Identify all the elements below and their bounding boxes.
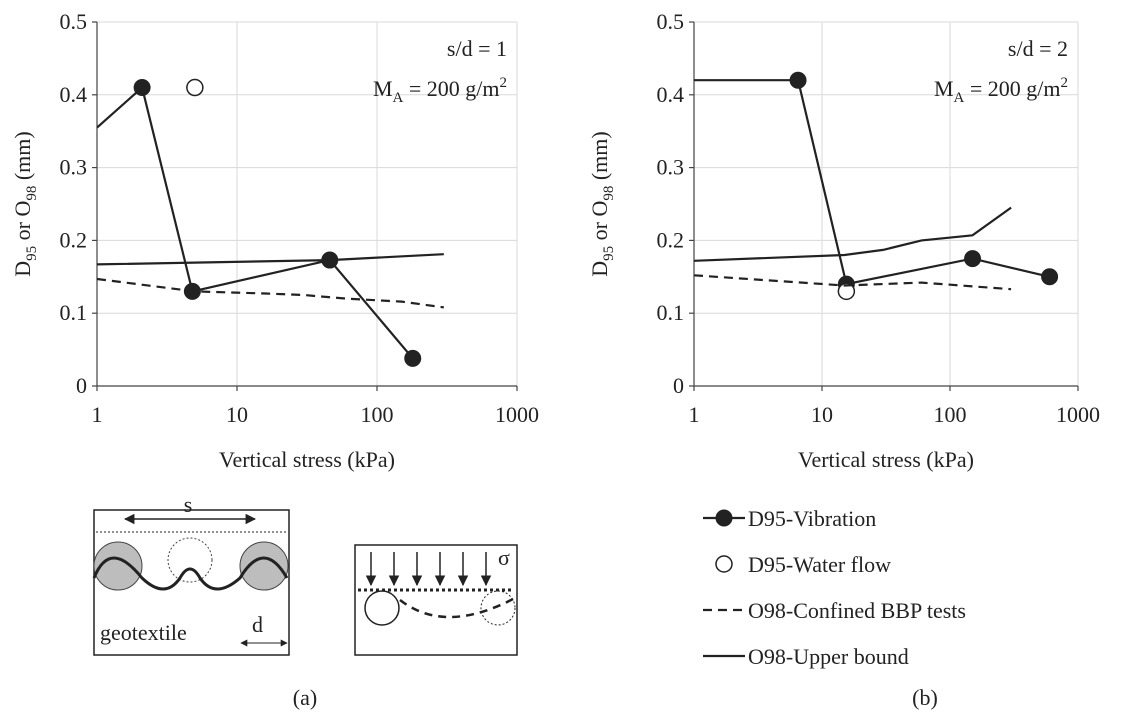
diagram-a: s geotextile d <box>92 492 290 656</box>
y-tick-label: 0 <box>76 373 87 398</box>
caption: (a) <box>293 685 317 710</box>
annotation-part: A <box>393 90 404 106</box>
caption: (b) <box>912 685 938 710</box>
y-axis-title-part: D <box>587 261 612 277</box>
legend-label: O98-Confined BBP tests <box>748 598 966 623</box>
annotation-part: 2 <box>1061 75 1069 91</box>
y-axis-title-part: or O <box>587 201 612 246</box>
point <box>715 509 733 527</box>
point <box>964 250 982 268</box>
diagram-label: s <box>184 492 193 517</box>
y-axis-title-part: 95 <box>24 246 40 261</box>
point <box>404 349 422 367</box>
y-axis-title-part: or O <box>10 201 35 246</box>
y-tick-label: 0.4 <box>657 82 685 107</box>
x-axis-title: Vertical stress (kPa) <box>219 447 395 472</box>
annotation-part: = 200 g/m <box>403 76 499 101</box>
sphere <box>364 590 400 626</box>
y-tick-label: 0.3 <box>657 155 685 180</box>
series-line <box>141 87 414 360</box>
annotation-part: = 200 g/m <box>964 76 1060 101</box>
point <box>715 555 733 573</box>
y-tick-label: 0.2 <box>60 227 88 252</box>
sphere-outline <box>167 537 213 583</box>
series-line <box>97 277 444 309</box>
y-tick-label: 0.3 <box>60 155 88 180</box>
x-tick-label: 100 <box>361 402 394 427</box>
y-axis-title-part: 95 <box>601 246 617 261</box>
series-line <box>694 274 1012 291</box>
point <box>837 282 856 301</box>
annotation: s/d = 2 <box>1008 36 1068 61</box>
series-line <box>797 79 1050 286</box>
y-tick-label: 0 <box>673 373 684 398</box>
annotation-part: 2 <box>500 75 508 91</box>
x-tick-label: 1000 <box>495 402 539 427</box>
diagram-label: geotextile <box>100 620 187 645</box>
series-line <box>97 86 444 266</box>
x-tick-label: 1 <box>689 402 700 427</box>
annotation-part: A <box>954 90 965 106</box>
series-line <box>694 79 1012 262</box>
y-axis-title-part: (mm) <box>587 131 612 185</box>
sphere <box>93 541 143 591</box>
geotextile <box>92 556 289 591</box>
diagram-b: σ <box>354 544 518 656</box>
y-axis-title-part: (mm) <box>10 131 35 185</box>
x-tick-label: 1000 <box>1056 402 1100 427</box>
y-tick-label: 0.4 <box>60 82 88 107</box>
legend-label: D95-Vibration <box>748 506 876 531</box>
y-tick-label: 0.5 <box>657 9 685 34</box>
annotation: MA = 200 g/m2 <box>373 75 507 106</box>
diagram-label: d <box>252 612 263 637</box>
point <box>186 78 204 97</box>
y-tick-label: 0.1 <box>657 300 685 325</box>
annotation: s/d = 1 <box>447 36 507 61</box>
x-tick-label: 1 <box>92 402 103 427</box>
sphere <box>239 541 289 591</box>
deformed-geotextile <box>399 596 516 619</box>
x-tick-label: 10 <box>226 402 248 427</box>
annotation-part: M <box>373 76 393 101</box>
x-axis-title: Vertical stress (kPa) <box>798 447 974 472</box>
legend-label: D95-Water flow <box>748 552 891 577</box>
y-axis-title-part: D <box>10 261 35 277</box>
x-tick-label: 10 <box>811 402 833 427</box>
sphere-outline <box>480 590 516 626</box>
y-axis-title-part: 98 <box>24 186 40 201</box>
annotation-part: s/d = 2 <box>1008 36 1068 61</box>
y-tick-label: 0.2 <box>657 227 685 252</box>
y-axis-title: D95 or O98 (mm) <box>587 131 617 277</box>
annotation: MA = 200 g/m2 <box>934 75 1068 106</box>
annotation-part: s/d = 1 <box>447 36 507 61</box>
point <box>1041 268 1059 286</box>
x-tick-label: 100 <box>934 402 967 427</box>
y-axis-title-part: 98 <box>601 186 617 201</box>
y-axis-title: D95 or O98 (mm) <box>10 131 40 277</box>
y-tick-label: 0.1 <box>60 300 88 325</box>
legend-label: O98-Upper bound <box>748 644 909 669</box>
y-tick-label: 0.5 <box>60 9 88 34</box>
diagram-label: σ <box>498 545 510 570</box>
annotation-part: M <box>934 76 954 101</box>
